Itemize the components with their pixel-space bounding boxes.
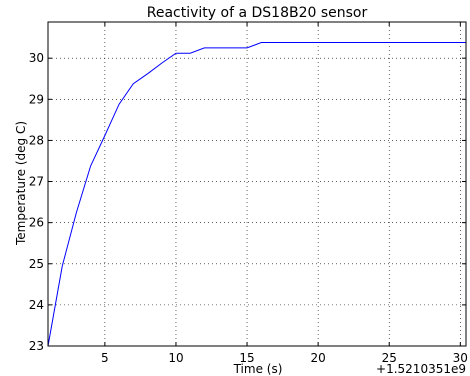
y-tick-label: 26 [29,216,44,230]
x-axis-title: Time (s) [233,362,283,376]
x-tick-label: 25 [382,351,397,365]
y-axis-title: Temperature (deg C) [14,121,28,246]
ticks: 5 10 15 20 25 30 23 24 25 26 27 28 29 30 [29,22,468,365]
x-tick-label: 5 [101,351,109,365]
x-tick-label: 20 [310,351,325,365]
x-offset-label: +1.5210351e9 [376,362,466,376]
x-tick-label: 15 [239,351,254,365]
x-tick-label: 30 [453,351,468,365]
y-tick-label: 24 [29,298,44,312]
y-tick-label: 28 [29,133,44,147]
series-group [47,42,466,347]
y-tick-label: 25 [29,257,44,271]
x-tick-label: 10 [168,351,183,365]
y-tick-label: 27 [29,175,44,189]
y-tick-label: 29 [29,92,44,106]
plot-frame [47,21,467,347]
y-tick-label: 23 [29,339,44,353]
series-line [47,42,466,347]
y-tick-label: 30 [29,51,44,65]
grid [48,22,466,347]
chart-title: Reactivity of a DS18B20 sensor [147,5,368,21]
